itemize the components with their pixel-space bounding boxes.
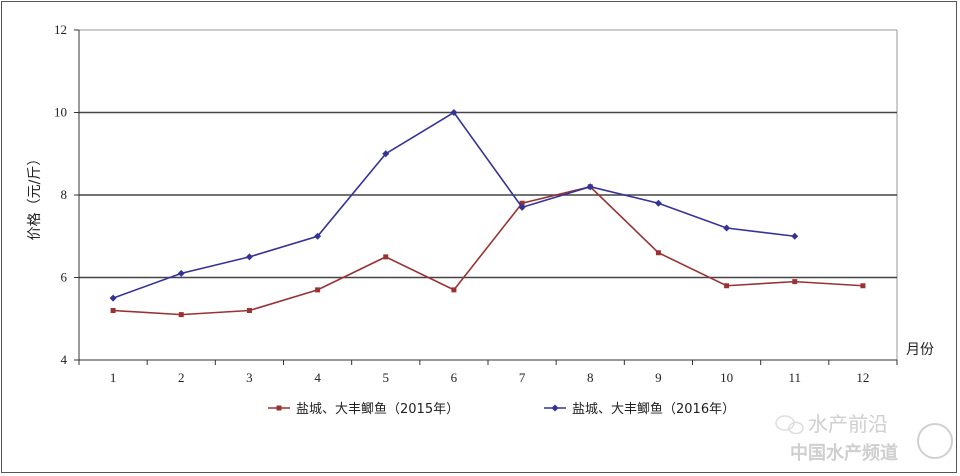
watermark-line2: 中国水产频道 (790, 442, 898, 464)
x-axis-title: 月份 (906, 342, 934, 358)
data-point (110, 308, 116, 313)
x-tick-label: 10 (720, 370, 733, 385)
legend-label: 盐城、大丰鲫鱼（2016年） (572, 401, 735, 417)
data-point (178, 312, 184, 318)
data-point (655, 250, 661, 256)
data-point (315, 287, 321, 293)
x-tick-label: 4 (314, 370, 321, 385)
x-tick-label: 2 (178, 370, 185, 385)
series-1 (110, 184, 866, 318)
x-tick-label: 12 (856, 370, 869, 385)
data-point (382, 150, 390, 158)
data-point (586, 183, 594, 191)
data-point (246, 308, 252, 313)
grid-layer (79, 29, 898, 360)
x-tick-label: 1 (110, 370, 117, 385)
globe-logo-icon (917, 423, 953, 459)
data-point (314, 232, 322, 240)
data-point (654, 199, 662, 207)
series-line (112, 111, 795, 299)
data-point (519, 200, 525, 206)
legend-marker (276, 405, 282, 411)
data-point (383, 254, 389, 260)
data-point (450, 109, 458, 116)
x-tick-label: 5 (383, 370, 390, 385)
data-point (791, 232, 799, 240)
y-tick-label: 10 (54, 105, 67, 120)
x-tick-label: 9 (655, 370, 662, 385)
watermark-line1: 水产前沿 (808, 412, 888, 436)
x-tick-label: 3 (246, 370, 253, 385)
data-point (860, 283, 866, 289)
y-tick-label: 6 (61, 270, 68, 285)
series-layer (109, 109, 866, 318)
y-axis-title: 价格（元/斤） (27, 152, 43, 241)
x-tick-label: 7 (519, 370, 526, 385)
x-tick-label: 8 (587, 370, 594, 385)
data-point (518, 203, 526, 211)
x-tick-label: 11 (788, 370, 801, 385)
y-tick-label: 8 (61, 187, 68, 202)
watermark: 水产前沿 中国水产频道 (775, 412, 953, 464)
data-point (723, 224, 731, 232)
series-2 (109, 109, 799, 302)
data-point (177, 269, 185, 277)
legend-label: 盐城、大丰鲫鱼（2015年） (296, 401, 459, 417)
data-point (451, 287, 457, 293)
y-tick-label: 4 (61, 352, 68, 367)
data-point (792, 279, 798, 285)
data-point (245, 253, 253, 261)
y-tick-label: 12 (54, 22, 67, 37)
legend: 盐城、大丰鲫鱼（2015年） 盐城、大丰鲫鱼（2016年） (268, 401, 735, 417)
legend-marker (551, 404, 559, 412)
data-point (109, 294, 117, 302)
wechat-logo-icon (775, 415, 804, 435)
series-line (113, 185, 863, 316)
data-point (724, 283, 730, 289)
x-tick-label: 6 (451, 370, 458, 385)
